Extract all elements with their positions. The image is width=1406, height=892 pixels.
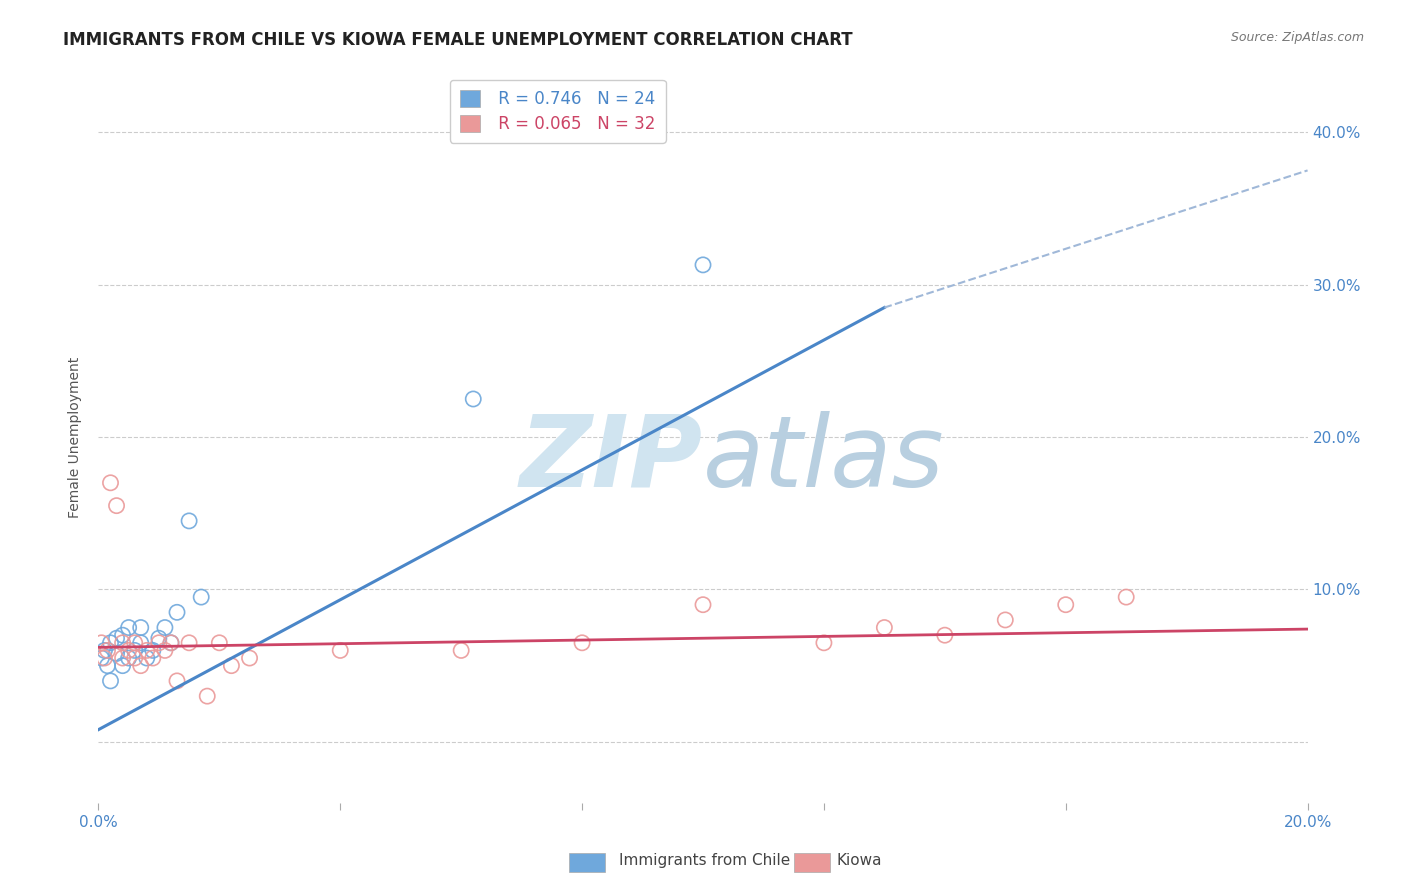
- Point: [934, 628, 956, 642]
- Point: [124, 636, 146, 650]
- Point: [105, 647, 128, 661]
- Point: [1054, 598, 1077, 612]
- Point: [571, 636, 593, 650]
- Point: [221, 658, 243, 673]
- Point: [100, 673, 122, 688]
- Point: [994, 613, 1017, 627]
- Point: [118, 621, 141, 635]
- Point: [124, 651, 146, 665]
- Point: [124, 643, 146, 657]
- Point: [118, 651, 141, 665]
- Point: [93, 651, 115, 665]
- Point: [96, 643, 118, 657]
- Point: [208, 636, 231, 650]
- Point: [166, 605, 188, 619]
- Point: [160, 636, 183, 650]
- Point: [166, 673, 188, 688]
- Point: [100, 475, 122, 490]
- Text: IMMIGRANTS FROM CHILE VS KIOWA FEMALE UNEMPLOYMENT CORRELATION CHART: IMMIGRANTS FROM CHILE VS KIOWA FEMALE UN…: [63, 31, 853, 49]
- Point: [153, 621, 176, 635]
- Text: Kiowa: Kiowa: [837, 854, 882, 868]
- Text: Immigrants from Chile: Immigrants from Chile: [619, 854, 790, 868]
- Point: [450, 643, 472, 657]
- Point: [1115, 590, 1137, 604]
- Point: [111, 658, 134, 673]
- Point: [90, 636, 112, 650]
- Point: [135, 643, 157, 657]
- Y-axis label: Female Unemployment: Female Unemployment: [69, 357, 83, 517]
- Legend:  R = 0.746   N = 24,  R = 0.065   N = 32: R = 0.746 N = 24, R = 0.065 N = 32: [450, 79, 666, 143]
- Text: atlas: atlas: [703, 410, 945, 508]
- Point: [179, 514, 201, 528]
- Point: [190, 590, 212, 604]
- Point: [129, 621, 152, 635]
- Point: [329, 643, 352, 657]
- Point: [105, 632, 128, 646]
- Point: [148, 632, 170, 646]
- Point: [129, 658, 152, 673]
- Point: [239, 651, 262, 665]
- Point: [118, 643, 141, 657]
- Point: [129, 636, 152, 650]
- Text: Source: ZipAtlas.com: Source: ZipAtlas.com: [1230, 31, 1364, 45]
- Point: [96, 658, 118, 673]
- Point: [873, 621, 896, 635]
- Point: [692, 598, 714, 612]
- Point: [153, 643, 176, 657]
- Text: ZIP: ZIP: [520, 410, 703, 508]
- Point: [111, 628, 134, 642]
- Point: [148, 636, 170, 650]
- Point: [100, 636, 122, 650]
- Point: [463, 392, 485, 406]
- Point: [90, 651, 112, 665]
- Point: [179, 636, 201, 650]
- Point: [142, 651, 165, 665]
- Point: [93, 643, 115, 657]
- Point: [105, 499, 128, 513]
- Point: [160, 636, 183, 650]
- Point: [142, 643, 165, 657]
- Point: [195, 689, 218, 703]
- Point: [111, 636, 134, 650]
- Point: [135, 651, 157, 665]
- Point: [813, 636, 835, 650]
- Point: [692, 258, 714, 272]
- Point: [111, 651, 134, 665]
